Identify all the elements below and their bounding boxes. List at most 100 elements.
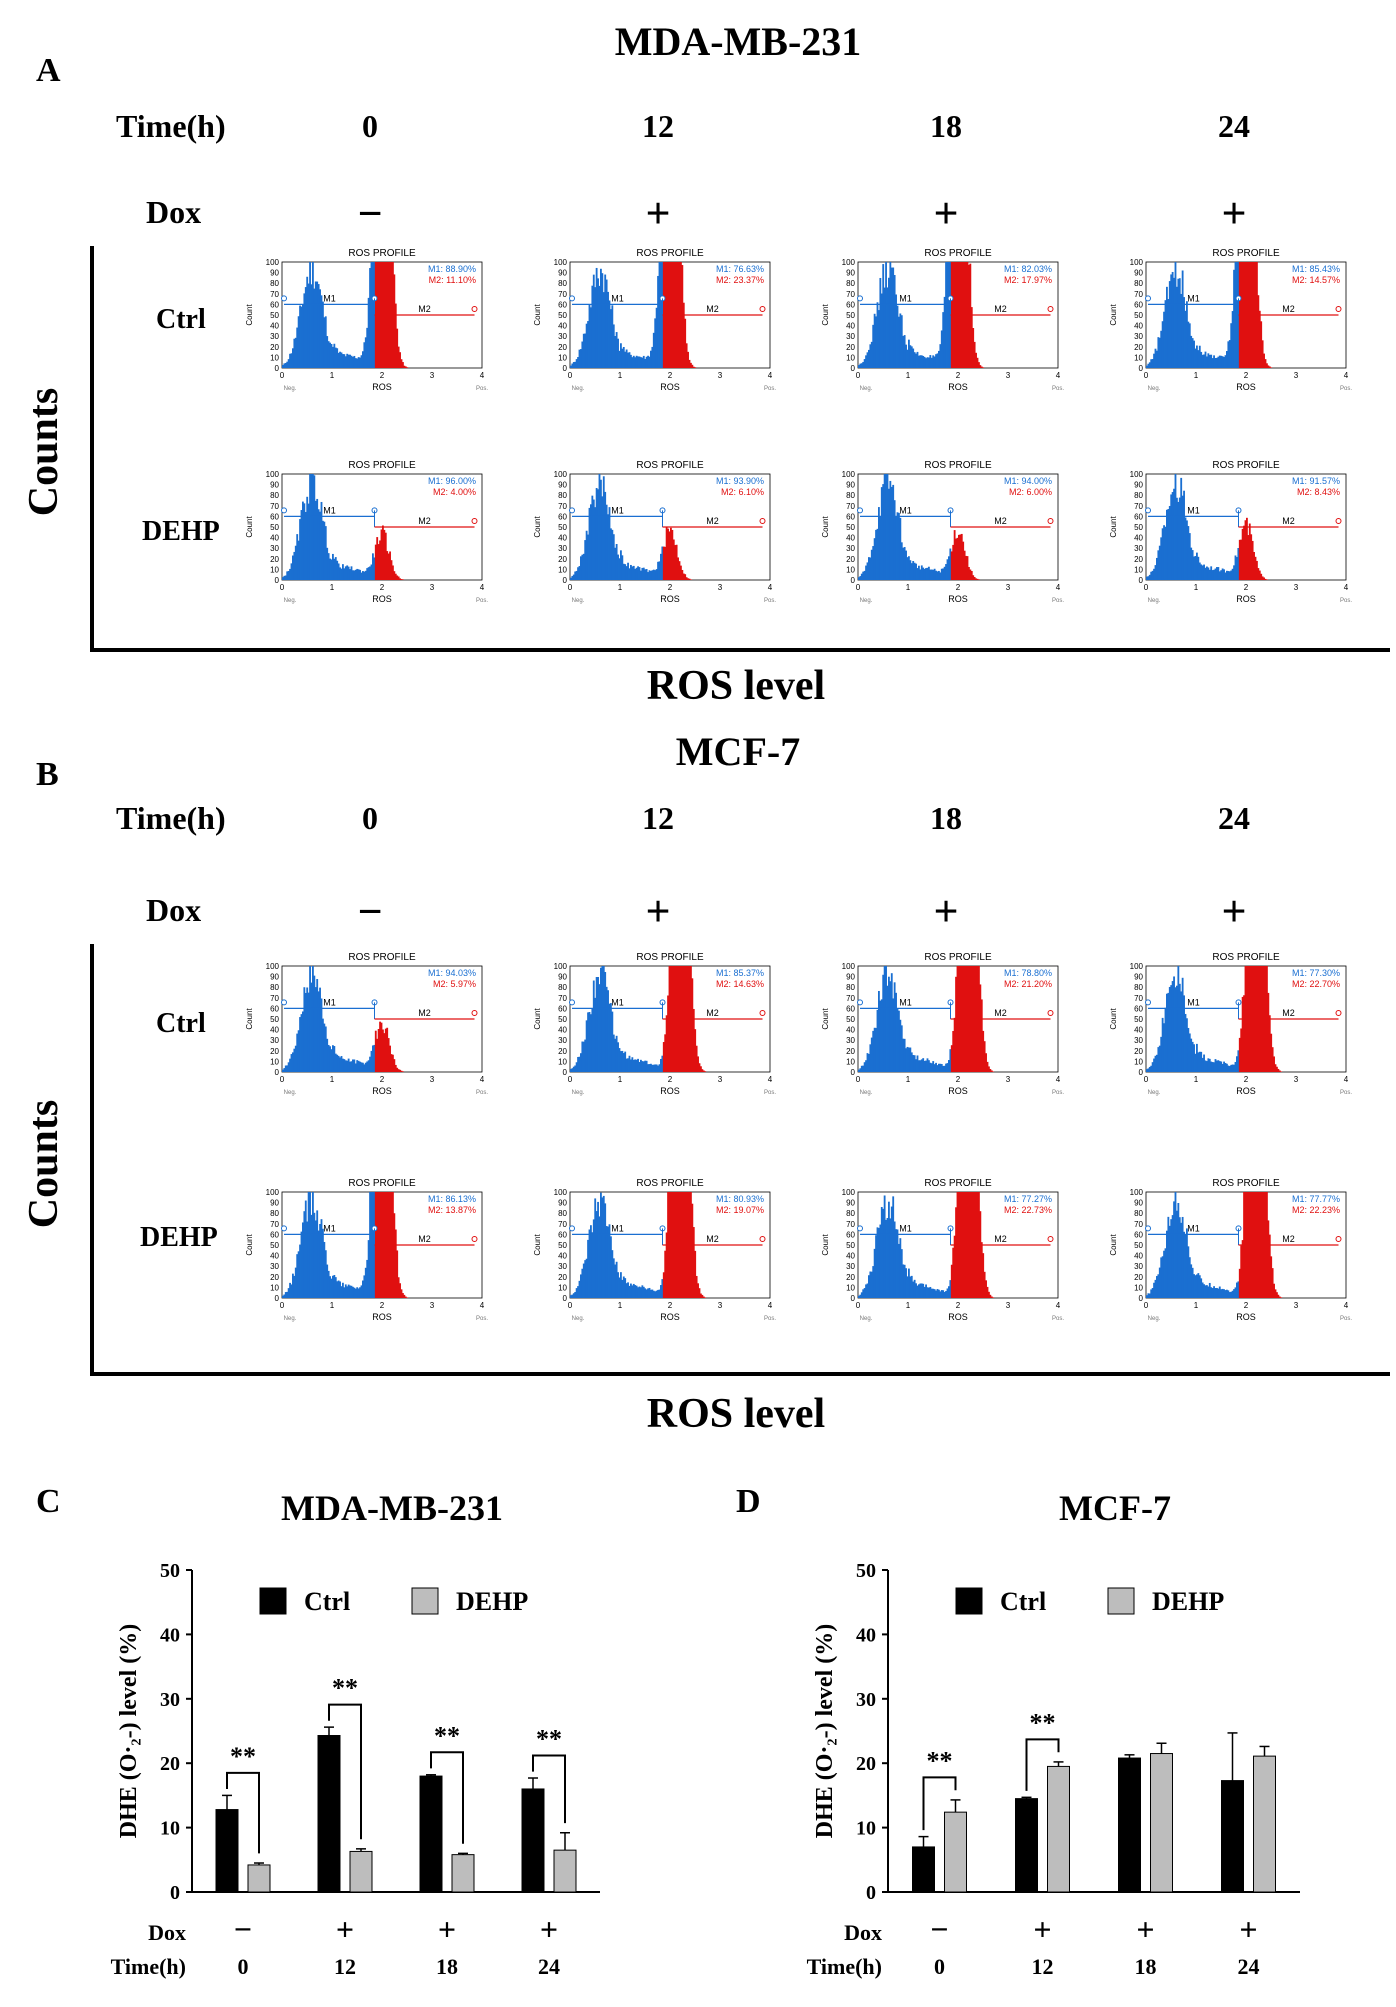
histogram-bin bbox=[397, 576, 400, 580]
histogram-ytick: 70 bbox=[1134, 994, 1143, 1003]
histogram-bin bbox=[580, 1274, 582, 1298]
histogram-bin bbox=[312, 474, 314, 580]
histogram-bin bbox=[571, 1068, 574, 1072]
histogram-bin bbox=[601, 273, 604, 368]
histogram-bin bbox=[370, 1192, 373, 1298]
panel-a-dox-0: − bbox=[357, 189, 383, 238]
histogram-bin bbox=[287, 1062, 290, 1072]
histogram-ytick: 30 bbox=[270, 1262, 279, 1271]
histogram-ytick: 40 bbox=[1134, 1252, 1143, 1261]
panel-b-y-axis bbox=[90, 944, 94, 1376]
gate-m2-label: M2 bbox=[994, 1008, 1007, 1018]
histogram-bin bbox=[878, 990, 880, 1072]
histogram-ytick: 70 bbox=[1134, 290, 1143, 299]
histogram-bin bbox=[577, 357, 579, 368]
histogram-ytick: 50 bbox=[558, 311, 567, 320]
histogram-bin bbox=[1148, 1293, 1151, 1298]
histogram-bin bbox=[966, 556, 969, 580]
histogram-bin bbox=[287, 359, 290, 368]
histogram-bin bbox=[1183, 995, 1185, 1072]
histogram-xtick: 4 bbox=[768, 583, 773, 592]
histogram-xtick: 4 bbox=[1056, 371, 1061, 380]
histogram-bin bbox=[317, 509, 320, 580]
histogram-ytick: 0 bbox=[563, 1068, 568, 1077]
panel-a-counts-label: Counts bbox=[21, 387, 67, 517]
significance-label: ** bbox=[927, 1746, 953, 1775]
histogram-bin bbox=[647, 572, 649, 580]
histogram-bin bbox=[682, 573, 685, 580]
panel-b-x-axis bbox=[90, 1372, 1390, 1376]
histogram-bin bbox=[286, 571, 289, 580]
histogram-bin bbox=[945, 262, 947, 368]
histogram-ytick: 90 bbox=[1134, 973, 1143, 982]
histogram-bin bbox=[1180, 477, 1183, 580]
histogram-neg-label: Neg. bbox=[1148, 1090, 1161, 1096]
histogram-ytick: 30 bbox=[1134, 1036, 1143, 1045]
histogram-bin bbox=[333, 1046, 336, 1072]
histogram-bin bbox=[667, 528, 669, 580]
histogram-xtick: 1 bbox=[1194, 1075, 1199, 1084]
significance-bracket bbox=[430, 1751, 464, 1844]
histogram-bin bbox=[1190, 335, 1193, 368]
panel-a-ros-level-label: ROS level bbox=[646, 663, 826, 709]
histogram-bin bbox=[918, 1284, 920, 1298]
histogram-bin bbox=[304, 992, 307, 1072]
histogram-bin bbox=[1210, 1061, 1213, 1072]
histogram-bin bbox=[1146, 1295, 1148, 1298]
histogram-xtick: 3 bbox=[430, 371, 435, 380]
histogram-bin bbox=[939, 1291, 942, 1298]
histogram-ytick: 0 bbox=[1139, 576, 1144, 585]
histogram-bin bbox=[1234, 1061, 1237, 1072]
histogram-bin bbox=[1151, 359, 1154, 368]
histogram-bin bbox=[600, 479, 602, 580]
histogram-ytick: 20 bbox=[1134, 343, 1143, 352]
histogram-bin bbox=[930, 1288, 933, 1298]
histogram-bin bbox=[684, 574, 687, 580]
histogram-bin bbox=[618, 1277, 621, 1298]
histogram-bin bbox=[624, 564, 627, 580]
histogram-ytick: 60 bbox=[558, 512, 567, 521]
histogram-ytick: 10 bbox=[270, 565, 279, 574]
histogram-bin bbox=[1204, 1060, 1207, 1072]
histogram-bin bbox=[625, 1283, 628, 1298]
significance-label: ** bbox=[536, 1724, 562, 1753]
histogram-bin bbox=[622, 346, 625, 368]
histogram-bin bbox=[1210, 566, 1213, 580]
histogram-bin bbox=[369, 268, 371, 368]
histogram-bin bbox=[902, 1038, 905, 1072]
histogram-bin bbox=[973, 576, 976, 580]
histogram-ytick: 0 bbox=[275, 576, 280, 585]
histogram-bin bbox=[578, 1280, 581, 1298]
histogram-bin bbox=[1184, 1013, 1187, 1072]
histogram-bin bbox=[1163, 525, 1165, 580]
panel-b-time-12: 12 bbox=[642, 800, 674, 836]
histogram-bin bbox=[637, 356, 639, 368]
histogram-bin bbox=[873, 313, 876, 368]
histogram-xtick: 0 bbox=[1144, 371, 1149, 380]
histogram-bin bbox=[597, 489, 599, 580]
histogram-bin bbox=[1171, 981, 1174, 1072]
histogram-bin bbox=[878, 507, 880, 580]
histogram-bin bbox=[329, 1046, 331, 1072]
gate-m1-start bbox=[857, 295, 863, 302]
histogram-bin bbox=[299, 1017, 301, 1072]
histogram-bin bbox=[932, 1061, 935, 1072]
histogram-bin bbox=[1180, 293, 1183, 368]
histogram-bin bbox=[307, 283, 310, 368]
histogram-bin bbox=[1223, 1061, 1225, 1072]
histogram-xtick: 2 bbox=[956, 1075, 961, 1084]
gate-m1-percent: M1: 77.77% bbox=[1292, 1194, 1340, 1204]
panel-a-row-dehp: DEHP bbox=[142, 516, 220, 547]
histogram-ytick: 40 bbox=[270, 534, 279, 543]
histogram-bin bbox=[347, 566, 350, 580]
histogram-ytick: 70 bbox=[270, 290, 279, 299]
histogram-bin bbox=[952, 1247, 955, 1298]
histogram-bin bbox=[1206, 1061, 1208, 1072]
histogram-bin bbox=[292, 1052, 294, 1072]
histogram-ytick: 90 bbox=[846, 973, 855, 982]
histogram-bin bbox=[1157, 1274, 1160, 1298]
histogram-xtick: 2 bbox=[1244, 371, 1249, 380]
histogram-xtick: 2 bbox=[956, 1301, 961, 1310]
histogram-bin bbox=[582, 333, 585, 368]
histogram-xlabel: ROS bbox=[1236, 594, 1256, 604]
